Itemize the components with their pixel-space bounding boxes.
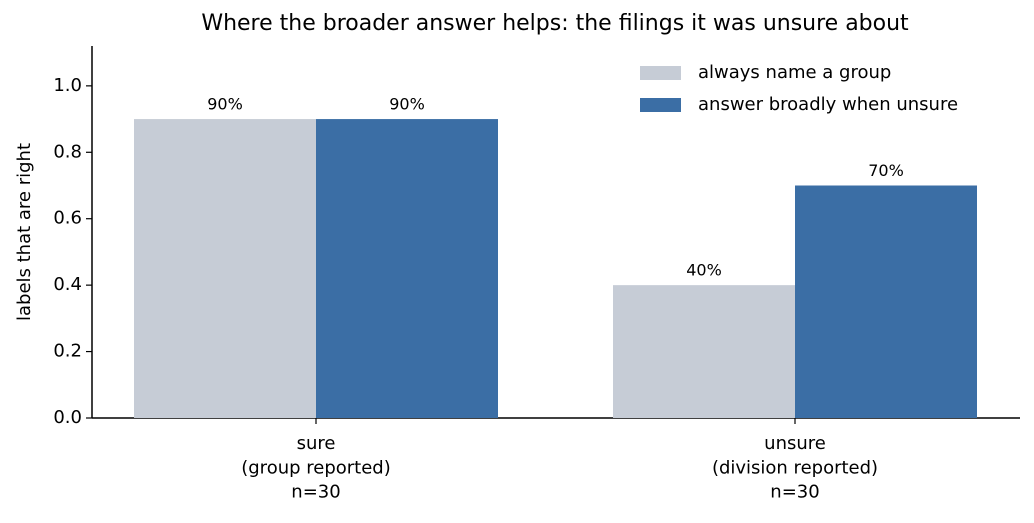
bar [316, 119, 498, 419]
bar [795, 185, 977, 418]
legend-label: answer broadly when unsure [698, 94, 958, 115]
bar [134, 119, 316, 419]
chart-title: Where the broader answer helps: the fili… [201, 11, 909, 36]
y-axis-label: labels that are right [14, 143, 35, 321]
value-label: 90% [389, 95, 425, 114]
y-tick-label: 0.6 [53, 208, 82, 229]
x-tick-label: unsure (division reported) n=30 [712, 433, 878, 503]
y-tick-label: 0.8 [53, 141, 82, 162]
legend-label: always name a group [698, 62, 891, 83]
value-label: 90% [207, 95, 243, 114]
y-tick-label: 0.0 [53, 407, 82, 428]
legend-swatch [640, 66, 681, 80]
y-tick-label: 0.4 [53, 274, 82, 295]
value-label: 40% [686, 261, 722, 280]
value-label: 70% [868, 161, 904, 180]
legend-swatch [640, 98, 681, 112]
x-tick-label: sure (group reported) n=30 [241, 433, 391, 503]
y-tick-label: 1.0 [53, 75, 82, 96]
y-tick-label: 0.2 [53, 341, 82, 362]
bar [613, 285, 795, 418]
